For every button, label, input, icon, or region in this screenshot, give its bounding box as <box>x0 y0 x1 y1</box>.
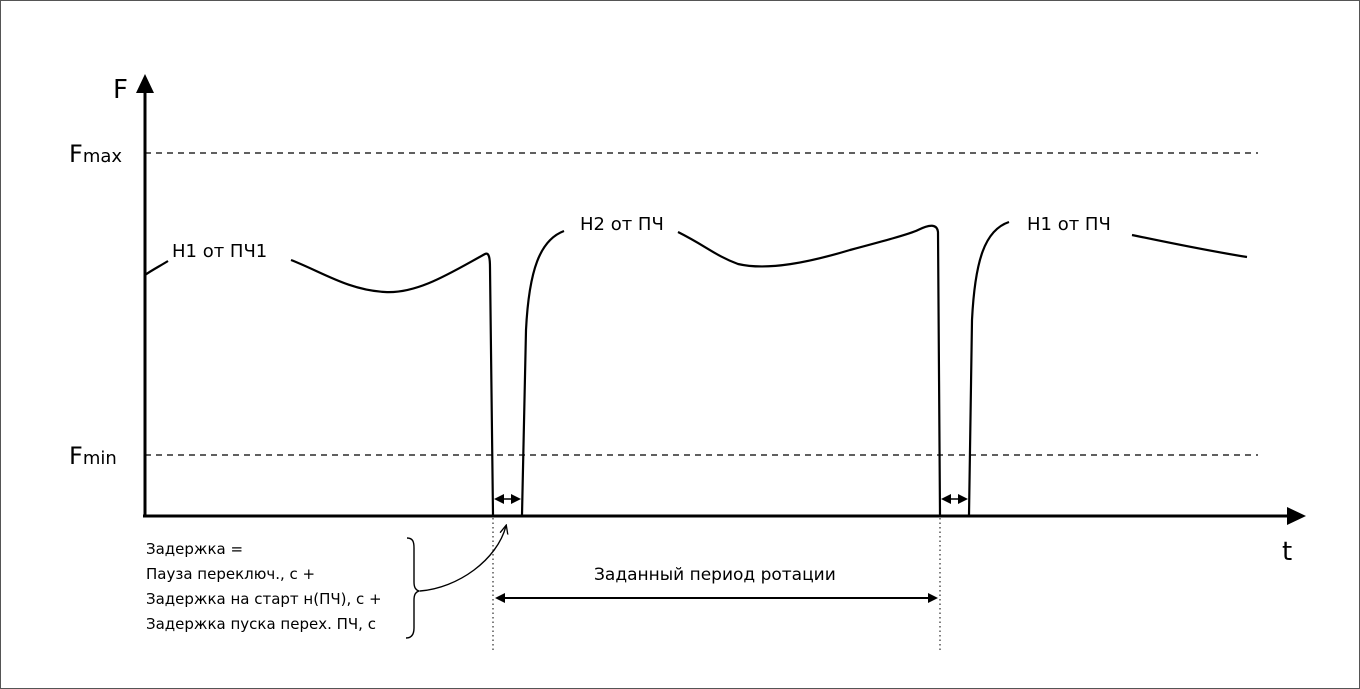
y-axis-arrow <box>136 74 154 93</box>
x-axis-label: t <box>1282 537 1292 567</box>
fmax-label-main: F <box>69 140 83 168</box>
fmin-label: Fmin <box>69 442 117 470</box>
fmin-label-sub: min <box>83 448 117 469</box>
delay-note-line-1: Задержка = <box>146 540 243 558</box>
curve-label-pump1-first: Н1 от ПЧ1 <box>172 241 267 262</box>
delay-note-line-3: Задержка на старт н(ПЧ), с + <box>146 590 382 608</box>
fmin-label-main: F <box>69 442 83 470</box>
curve-pump2-run <box>677 224 942 516</box>
x-axis-arrow <box>1287 507 1306 525</box>
delay-note-pointer <box>419 526 506 592</box>
y-axis-label: F <box>113 75 128 105</box>
delay-note-brace <box>405 537 422 639</box>
fmax-label-sub: max <box>83 146 123 167</box>
curve-pump1-first-a <box>144 260 169 276</box>
curve-label-pump1-second: Н1 от ПЧ <box>1027 214 1111 235</box>
curve-pump2-rise <box>520 229 565 516</box>
curve-pump1-first-b <box>290 252 495 516</box>
curve-pump1-second-run <box>1131 233 1248 259</box>
curve-pump1-second-rise <box>967 220 1010 516</box>
curve-label-pump2: Н2 от ПЧ <box>580 214 664 235</box>
rotation-period-label: Заданный период ротации <box>594 565 836 585</box>
fmax-label: Fmax <box>69 140 122 168</box>
delay-note-line-4: Задержка пуска перех. ПЧ, с <box>146 615 376 633</box>
delay-note-line-2: Пауза переключ., с + <box>146 565 315 583</box>
